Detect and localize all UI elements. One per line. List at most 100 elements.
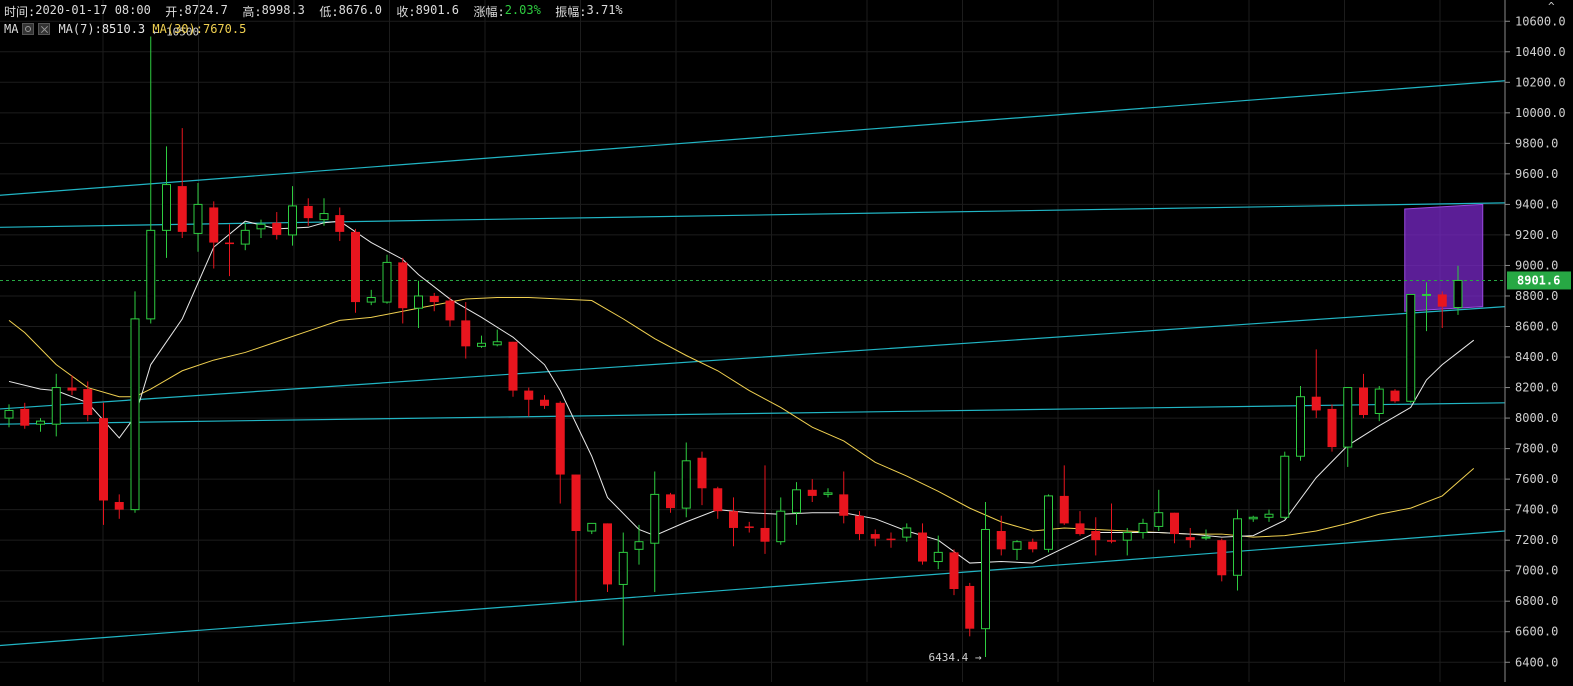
candle-body bbox=[1170, 512, 1179, 535]
y-tick-label: 7000.0 bbox=[1515, 564, 1558, 578]
candle bbox=[1075, 511, 1085, 536]
candle bbox=[760, 465, 770, 554]
candle-body bbox=[603, 523, 612, 585]
candle-body bbox=[650, 493, 660, 544]
candle-body bbox=[886, 538, 896, 541]
candle bbox=[67, 375, 77, 396]
current-price-tag bbox=[1507, 271, 1571, 290]
candle bbox=[1280, 451, 1290, 519]
candle bbox=[713, 486, 723, 519]
ma30-label: MA(30): bbox=[152, 22, 203, 36]
y-tick-label: 8600.0 bbox=[1515, 320, 1558, 334]
close-icon[interactable] bbox=[38, 23, 51, 35]
candle bbox=[949, 549, 959, 596]
candle bbox=[130, 291, 140, 513]
change-label: 涨幅: bbox=[473, 5, 505, 19]
candle bbox=[1154, 489, 1164, 532]
candle bbox=[902, 523, 912, 542]
candle bbox=[603, 523, 612, 593]
candle bbox=[1327, 404, 1337, 452]
candle-body bbox=[870, 534, 880, 539]
candle bbox=[20, 402, 30, 429]
candle-body bbox=[114, 502, 124, 510]
trendline bbox=[0, 530, 1506, 647]
candle bbox=[933, 535, 943, 570]
candle-body bbox=[933, 551, 943, 563]
candle-body bbox=[1437, 294, 1447, 307]
candle-body bbox=[51, 387, 61, 425]
candle bbox=[1264, 509, 1274, 522]
candle-body bbox=[681, 460, 691, 509]
candle-body bbox=[1327, 408, 1337, 448]
candle-body bbox=[193, 203, 203, 234]
candle-body bbox=[508, 341, 518, 391]
candle bbox=[587, 522, 597, 535]
candle bbox=[571, 474, 581, 602]
candle bbox=[272, 212, 282, 240]
candle bbox=[414, 280, 423, 329]
candle-body bbox=[981, 528, 990, 630]
candle bbox=[1012, 540, 1022, 561]
close-value: 8901.6 bbox=[415, 3, 460, 17]
candle-body bbox=[366, 297, 376, 303]
candle-body bbox=[949, 552, 959, 590]
candle bbox=[1059, 465, 1069, 525]
candle-body bbox=[20, 408, 30, 426]
candle-body bbox=[130, 318, 140, 511]
candle-body bbox=[1296, 396, 1305, 457]
time-label: 时间: bbox=[4, 5, 36, 19]
candle-body bbox=[713, 488, 723, 512]
candle bbox=[918, 523, 927, 565]
y-tick-label: 9000.0 bbox=[1515, 258, 1558, 272]
y-tick-label: 9600.0 bbox=[1515, 167, 1558, 181]
candle bbox=[99, 402, 108, 525]
candle bbox=[618, 532, 628, 646]
candle-body bbox=[760, 527, 770, 542]
candle-body bbox=[1248, 516, 1258, 520]
y-tick-label: 9800.0 bbox=[1515, 136, 1558, 150]
candle bbox=[366, 289, 376, 306]
candle bbox=[886, 532, 896, 548]
candle-body bbox=[382, 261, 392, 303]
candle bbox=[807, 479, 817, 503]
y-tick-label: 7200.0 bbox=[1515, 533, 1558, 547]
candle bbox=[335, 207, 345, 242]
settings-icon[interactable] bbox=[22, 23, 35, 35]
candle-body bbox=[429, 295, 439, 303]
scroll-up-arrow-icon: ^ bbox=[1548, 0, 1555, 13]
candle-body bbox=[288, 205, 297, 236]
high-label: 高: bbox=[242, 5, 262, 19]
ma-indicator-bar: MA MA(7): 8510.3 MA(30): 7670.5 bbox=[4, 22, 246, 36]
candle-body bbox=[272, 222, 282, 235]
candle-body bbox=[587, 522, 597, 532]
candle-body bbox=[1138, 522, 1148, 534]
candle-body bbox=[1107, 540, 1116, 542]
close-label: 收: bbox=[396, 5, 416, 19]
candle-body bbox=[36, 420, 45, 425]
candle-body bbox=[445, 300, 455, 321]
candle bbox=[1201, 529, 1211, 541]
candle bbox=[540, 395, 549, 409]
candle-body bbox=[477, 342, 486, 347]
highlight-box bbox=[1404, 203, 1484, 312]
y-tick-label: 9400.0 bbox=[1515, 197, 1558, 211]
amplitude-value: 3.71% bbox=[586, 3, 623, 17]
candle bbox=[1453, 265, 1463, 315]
candle bbox=[965, 582, 975, 637]
candle-body bbox=[666, 494, 675, 509]
candle-body bbox=[1154, 512, 1164, 527]
trendline bbox=[0, 202, 1506, 228]
candle bbox=[461, 302, 471, 359]
candle bbox=[1122, 527, 1132, 556]
candle-body bbox=[996, 531, 1006, 550]
candle bbox=[1311, 349, 1321, 419]
candle bbox=[114, 494, 124, 519]
low-value: 8676.0 bbox=[338, 3, 382, 17]
candle bbox=[1374, 386, 1384, 422]
change-value: 2.03% bbox=[504, 3, 541, 17]
candle-body bbox=[1311, 396, 1321, 411]
y-tick-label: 10600.0 bbox=[1515, 14, 1566, 28]
candle bbox=[729, 497, 738, 547]
